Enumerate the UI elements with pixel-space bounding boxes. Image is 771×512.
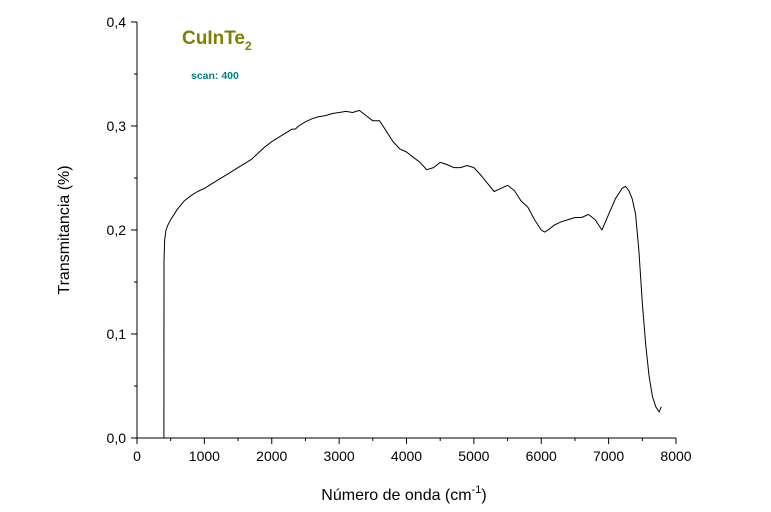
x-tick-label-5000: 5000 (458, 448, 489, 464)
y-tick-label-0,1: 0,1 (107, 326, 127, 342)
x-axis-title-close: ) (481, 487, 486, 504)
x-axis-title: Número de onda (cm-1) (321, 484, 486, 504)
x-tick-label-6000: 6000 (526, 448, 557, 464)
x-tick-label-2000: 2000 (256, 448, 287, 464)
compound-label-main: CuInTe (182, 28, 245, 49)
x-tick-label-3000: 3000 (324, 448, 355, 464)
x-tick-label-0: 0 (133, 448, 141, 464)
chart-ticks: 0 1000 2000 3000 4000 5000 6000 7000 8000 0,0 0,1 0… (107, 14, 692, 464)
x-tick-label-1000: 1000 (189, 448, 220, 464)
chart-axes (136, 22, 676, 439)
x-tick-label-8000: 8000 (660, 448, 691, 464)
x-axis-title-main: Número de onda (cm (321, 487, 471, 504)
y-tick-label-0,3: 0,3 (107, 118, 127, 134)
y-tick-label-0,2: 0,2 (107, 222, 127, 238)
compound-label: CuInTe2 (182, 28, 252, 53)
y-tick-label-0,4: 0,4 (107, 14, 127, 30)
x-axis-title-superscript: -1 (472, 484, 482, 496)
chart-series (163, 109, 662, 439)
y-tick-label-0,0: 0,0 (107, 430, 127, 446)
y-axis-title: Transmitancia (%) (56, 165, 73, 294)
compound-label-subscript: 2 (245, 39, 252, 53)
x-tick-label-7000: 7000 (593, 448, 624, 464)
scan-label: scan: 400 (191, 70, 239, 82)
series-line-1 (163, 109, 662, 439)
x-tick-label-4000: 4000 (391, 448, 422, 464)
